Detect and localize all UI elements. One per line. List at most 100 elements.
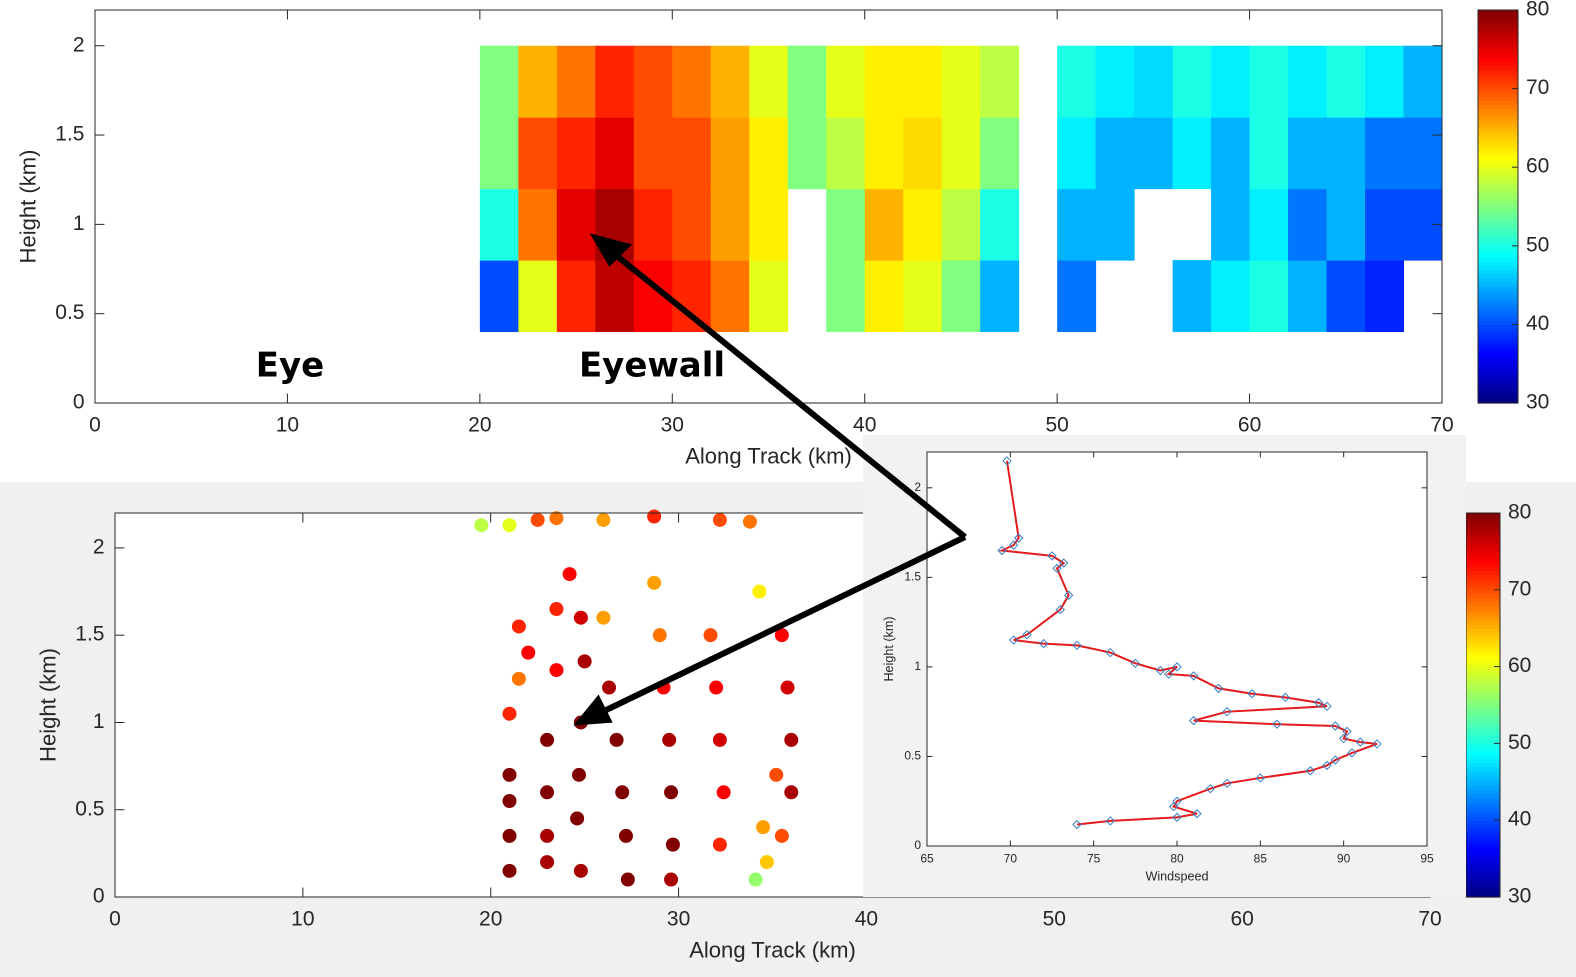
colorbar-swatch: [1478, 351, 1518, 357]
x-tick-label: 60: [1238, 414, 1261, 437]
heat-cell: [1095, 188, 1135, 261]
colorbar-swatch: [1466, 562, 1500, 568]
heat-cell: [864, 117, 904, 190]
profile-marker: [1222, 706, 1232, 717]
scatter-point: [502, 828, 517, 843]
heat-cell: [864, 260, 904, 333]
colorbar-swatch: [1478, 347, 1518, 353]
colorbar-swatch: [1466, 513, 1500, 518]
x-tick-label: 65: [920, 851, 934, 865]
heat-cell: [1249, 260, 1289, 333]
colorbar-swatch: [1466, 777, 1500, 783]
x-tick-label: 70: [1004, 851, 1018, 865]
colorbar-swatch: [1466, 785, 1500, 791]
colorbar-swatch: [1478, 65, 1518, 70]
arrowhead: [573, 694, 613, 726]
scatter-point: [712, 512, 727, 527]
colorbar-swatch: [1478, 112, 1518, 117]
heat-cell: [1249, 45, 1289, 118]
heat-cell: [1403, 45, 1443, 118]
scatter-point: [596, 610, 611, 625]
colorbar-swatch: [1478, 214, 1518, 219]
colorbar-swatch: [1466, 681, 1500, 687]
heat-cell: [980, 188, 1020, 261]
colorbar-swatch: [1466, 651, 1500, 656]
profile-marker: [1022, 629, 1032, 640]
x-tick-label: 0: [89, 414, 101, 437]
colorbar-swatch: [1466, 655, 1500, 660]
profile-marker: [1008, 540, 1019, 550]
colorbar-swatch: [1478, 344, 1518, 349]
colorbar-swatch: [1466, 647, 1500, 652]
profile-marker: [1008, 635, 1019, 645]
scatter-point: [577, 654, 592, 669]
heat-cell: [826, 188, 866, 261]
colorbar-swatch: [1478, 72, 1518, 78]
colorbar-swatch: [1466, 628, 1500, 633]
heat-cell: [1365, 260, 1405, 333]
scatter-point: [712, 732, 727, 747]
heat-cell: [595, 117, 635, 190]
colorbar-tick-label: 60: [1526, 155, 1549, 178]
colorbar-swatch: [1466, 877, 1500, 883]
heat-cell: [1211, 260, 1251, 333]
annotation: Eye: [256, 346, 324, 386]
colorbar-swatch: [1478, 363, 1518, 369]
scatter-point: [502, 706, 517, 721]
colorbar-swatch: [1478, 320, 1518, 325]
colorbar-swatch: [1478, 234, 1518, 239]
colorbar-swatch: [1466, 555, 1500, 560]
colorbar-swatch: [1478, 29, 1518, 35]
colorbar-swatch: [1478, 13, 1518, 19]
colorbar-swatch: [1466, 532, 1500, 537]
scatter-point: [573, 610, 588, 625]
profile-marker: [1002, 456, 1012, 466]
y-tick-label: 1.5: [904, 570, 921, 584]
heat-cell: [1365, 45, 1405, 118]
scatter-point: [602, 680, 617, 695]
y-tick-label: 0: [914, 838, 921, 852]
profile-marker: [1105, 816, 1116, 826]
arrowhead: [589, 233, 632, 267]
heat-cell: [1057, 117, 1097, 190]
profile-marker: [1055, 604, 1066, 615]
colorbar-swatch: [1478, 57, 1518, 62]
scatter-point: [620, 872, 635, 887]
heat-cell: [1288, 260, 1328, 333]
colorbar-swatch: [1478, 218, 1518, 223]
colorbar-swatch: [1466, 609, 1500, 614]
heat-cell: [1057, 45, 1097, 118]
y-axis-label: Height (km): [36, 648, 61, 762]
heat-cell: [749, 188, 789, 261]
y-tick-label: 1.5: [55, 123, 84, 146]
profile-marker: [1072, 640, 1082, 651]
colorbar-swatch: [1466, 781, 1500, 787]
profile-marker: [1188, 715, 1199, 726]
scatter-point: [774, 628, 789, 643]
colorbar-swatch: [1466, 574, 1500, 579]
colorbar-swatch: [1466, 873, 1500, 879]
colorbar-tick-label: 70: [1508, 577, 1531, 600]
profile-marker: [1163, 669, 1174, 679]
colorbar-swatch: [1478, 336, 1518, 341]
colorbar-swatch: [1478, 340, 1518, 345]
colorbar-swatch: [1478, 41, 1518, 46]
colorbar-swatch: [1478, 285, 1518, 290]
x-tick-label: 70: [1430, 414, 1453, 437]
inset-panel: 65 70 75 80 85 90 95 0 0.5 1 1.5 2 Windspeed Height (…: [863, 435, 1466, 897]
colorbar-swatch: [1478, 245, 1518, 251]
colorbar-swatch: [1466, 570, 1500, 576]
colorbar-swatch: [1478, 269, 1518, 274]
scatter-point: [572, 767, 587, 782]
colorbar-swatch: [1466, 766, 1500, 771]
colorbar-swatch: [1478, 10, 1518, 15]
colorbar-swatch: [1478, 383, 1518, 388]
colorbar-swatch: [1466, 678, 1500, 683]
scatter-point: [549, 663, 564, 678]
profile-marker: [1372, 739, 1382, 749]
colorbar-swatch: [1466, 850, 1500, 856]
heat-cell: [941, 117, 981, 190]
colorbar-swatch: [1478, 45, 1518, 50]
colorbar-tick-label: 60: [1508, 654, 1531, 677]
heat-cell: [787, 45, 827, 118]
